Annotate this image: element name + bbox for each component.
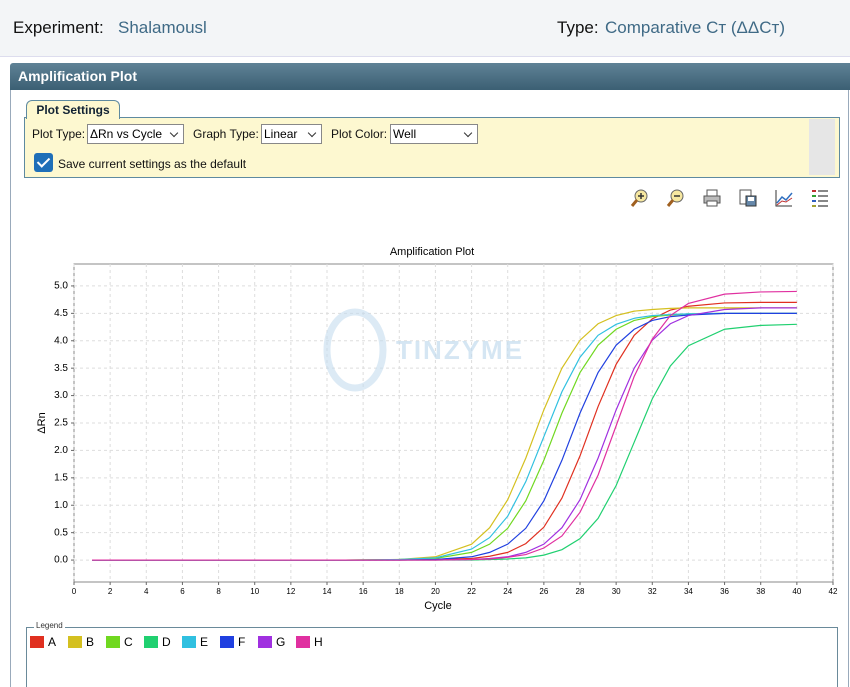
y-tick-label: 4.0 — [54, 335, 68, 346]
print-button[interactable] — [702, 188, 722, 208]
legend-swatch — [68, 636, 82, 648]
plot-options-button[interactable] — [774, 188, 794, 208]
legend-button[interactable] — [810, 188, 830, 208]
x-tick-label: 30 — [612, 587, 621, 596]
legend-swatch — [144, 636, 158, 648]
legend-swatch — [258, 636, 272, 648]
panel-body — [10, 90, 849, 687]
x-tick-label: 14 — [323, 587, 332, 596]
plot-color-label: Plot Color: — [331, 127, 388, 141]
zoom-out-button[interactable] — [666, 188, 686, 208]
x-tick-label: 0 — [72, 587, 77, 596]
legend-swatch — [220, 636, 234, 648]
experiment-label: Experiment: — [13, 18, 104, 37]
plot-type-label: Plot Type: — [32, 127, 86, 141]
graph-type-select[interactable]: Linear — [261, 124, 322, 144]
y-tick-label: 1.0 — [54, 500, 68, 511]
x-tick-label: 20 — [431, 587, 440, 596]
y-tick-label: 4.5 — [54, 308, 68, 319]
save-default-label[interactable]: Save current settings as the default — [58, 157, 247, 171]
legend-label: C — [124, 635, 133, 649]
save-button[interactable] — [738, 188, 758, 208]
scrollbar[interactable] — [809, 119, 835, 175]
legend-title: Legend — [34, 621, 65, 630]
legend-label: E — [200, 635, 209, 649]
legend-swatch — [296, 636, 310, 648]
y-tick-label: 5.0 — [54, 281, 68, 292]
x-tick-label: 8 — [216, 587, 221, 596]
panel-title[interactable]: Amplification Plot — [10, 63, 850, 90]
legend-label: A — [48, 635, 57, 649]
type-label: Type: — [557, 18, 599, 37]
x-tick-label: 16 — [359, 587, 368, 596]
legend-label: F — [238, 635, 246, 649]
settings-tab[interactable]: Plot Settings — [26, 100, 120, 119]
x-tick-label: 18 — [395, 587, 404, 596]
y-tick-label: 2.0 — [54, 445, 68, 456]
x-tick-label: 40 — [792, 587, 801, 596]
watermark-logo — [323, 308, 387, 392]
experiment-name: Shalamousl — [118, 18, 207, 37]
header — [0, 0, 850, 57]
x-tick-label: 24 — [503, 587, 512, 596]
legend-label: D — [162, 635, 171, 649]
x-tick-label: 38 — [756, 587, 765, 596]
zoom-in-button[interactable] — [630, 188, 650, 208]
legend-label: G — [276, 635, 286, 649]
x-tick-label: 34 — [684, 587, 693, 596]
x-tick-label: 26 — [539, 587, 548, 596]
y-tick-label: 0.0 — [54, 555, 68, 566]
amplification-curve — [92, 290, 797, 561]
x-tick-label: 6 — [180, 587, 185, 596]
chart-title: Amplification Plot — [390, 246, 474, 258]
y-tick-label: 0.5 — [54, 527, 68, 538]
y-axis-label: ΔRn — [36, 412, 48, 433]
x-tick-label: 28 — [576, 587, 585, 596]
y-tick-label: 2.5 — [54, 418, 68, 429]
x-tick-label: 2 — [108, 587, 113, 596]
x-tick-label: 32 — [648, 587, 657, 596]
legend-label: H — [314, 635, 323, 649]
x-tick-label: 4 — [144, 587, 149, 596]
x-tick-label: 10 — [250, 587, 259, 596]
legend-swatch — [106, 636, 120, 648]
x-tick-label: 22 — [467, 587, 476, 596]
legend-swatch — [30, 636, 44, 648]
x-axis-label: Cycle — [424, 600, 452, 612]
type-value: Comparative Cт (ΔΔCт) — [605, 18, 785, 37]
y-tick-label: 1.5 — [54, 472, 68, 483]
graph-type-label: Graph Type: — [193, 127, 259, 141]
x-tick-label: 12 — [286, 587, 295, 596]
save-default-checkbox[interactable] — [34, 153, 53, 172]
watermark: TINZYME — [396, 335, 524, 365]
plot-type-select[interactable]: ΔRn vs Cycle — [87, 124, 184, 144]
y-tick-label: 3.0 — [54, 390, 68, 401]
legend-swatch — [182, 636, 196, 648]
y-tick-label: 3.5 — [54, 363, 68, 374]
x-tick-label: 42 — [829, 587, 838, 596]
x-tick-label: 36 — [720, 587, 729, 596]
plot-color-select[interactable]: Well — [390, 124, 478, 144]
legend-box — [26, 627, 838, 687]
legend-label: B — [86, 635, 95, 649]
